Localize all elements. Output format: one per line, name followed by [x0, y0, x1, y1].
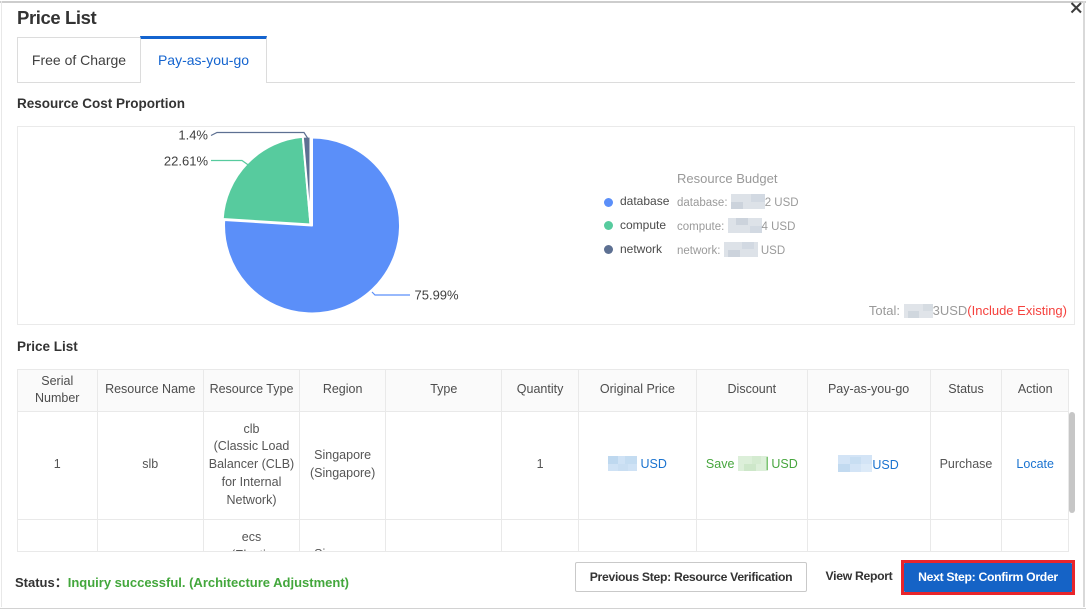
svg-text:1.4%: 1.4%	[178, 128, 208, 143]
svg-text:75.99%: 75.99%	[415, 288, 460, 303]
svg-text:22.61%: 22.61%	[164, 154, 209, 169]
